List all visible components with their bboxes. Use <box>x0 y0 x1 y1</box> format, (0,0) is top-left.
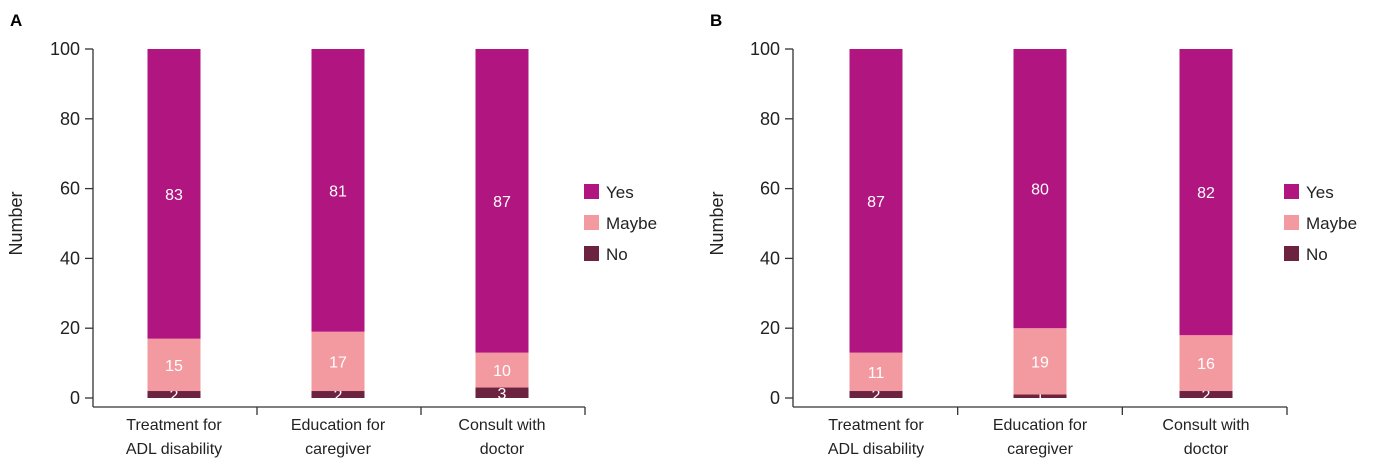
bar-yes-2 <box>311 49 365 332</box>
legend-label-maybe: Maybe <box>1306 214 1357 233</box>
data-label-no-1: 2 <box>170 388 179 405</box>
bar-no-2 <box>1013 394 1067 398</box>
x-category-label: Consult with <box>1162 417 1249 434</box>
legend-swatch-no <box>1284 246 1299 261</box>
data-label-yes-3: 82 <box>1197 185 1215 202</box>
data-label-yes-1: 83 <box>165 187 183 204</box>
legend-swatch-maybe <box>1284 215 1299 230</box>
y-tick-label: 40 <box>760 248 780 268</box>
legend-swatch-maybe <box>584 215 599 230</box>
data-label-yes-2: 81 <box>329 183 347 200</box>
x-category-label: Consult with <box>458 417 545 434</box>
bar-yes-2 <box>1013 49 1067 329</box>
x-category-label: Education for <box>993 417 1088 434</box>
bar-yes-3 <box>475 49 529 353</box>
bar-yes-1 <box>147 49 201 339</box>
bar-maybe-3 <box>1179 335 1233 392</box>
x-category-label: Education for <box>291 417 386 434</box>
y-tick-label: 40 <box>60 248 80 268</box>
y-tick-label: 60 <box>760 179 780 199</box>
y-axis-label: Number <box>6 191 26 255</box>
bar-yes-3 <box>1179 49 1233 336</box>
bar-maybe-2 <box>1013 328 1067 395</box>
bar-maybe-2 <box>311 331 365 392</box>
data-label-maybe-2: 17 <box>329 354 347 371</box>
y-tick-label: 20 <box>760 318 780 338</box>
data-label-yes-3: 87 <box>493 194 511 211</box>
chart-panel-a: A Number 0 20 40 60 80 100 2 15 83 Treatment for ADL… <box>6 11 657 458</box>
x-category-label: doctor <box>1184 441 1229 458</box>
y-tick-label: 100 <box>750 39 780 59</box>
data-label-maybe-2: 19 <box>1031 354 1049 371</box>
data-label-maybe-1: 15 <box>165 358 183 375</box>
data-label-no-3: 2 <box>1202 388 1211 405</box>
y-tick-label: 0 <box>770 388 780 408</box>
y-tick-label: 80 <box>760 109 780 129</box>
legend-label-maybe: Maybe <box>606 214 657 233</box>
x-category-label: Treatment for <box>828 417 924 434</box>
x-category-label: caregiver <box>1007 441 1073 458</box>
data-label-no-2: 2 <box>334 388 343 405</box>
bar-no-1 <box>849 391 903 398</box>
y-axis-label: Number <box>707 191 727 255</box>
panel-label: B <box>710 11 722 30</box>
bar-no-1 <box>147 391 201 398</box>
legend: Yes Maybe No <box>1284 183 1357 264</box>
y-tick-label: 100 <box>50 39 80 59</box>
x-category-label: doctor <box>480 441 525 458</box>
data-label-no-2: 1 <box>1036 389 1045 406</box>
bar-no-3 <box>475 387 529 398</box>
legend-label-yes: Yes <box>606 183 634 202</box>
bar-maybe-3 <box>475 352 529 388</box>
data-label-maybe-1: 11 <box>868 365 885 382</box>
legend-swatch-yes <box>584 184 599 199</box>
x-category-label: Treatment for <box>126 417 222 434</box>
chart-panel-b: B Number 0 20 40 60 80 100 2 11 87 Treatment for ADL… <box>707 11 1357 458</box>
x-category-label: caregiver <box>305 441 371 458</box>
legend-swatch-no <box>584 246 599 261</box>
panel-label: A <box>10 11 22 30</box>
legend-label-yes: Yes <box>1306 183 1334 202</box>
bar-maybe-1 <box>849 352 903 392</box>
x-category-label: ADL disability <box>126 441 222 458</box>
data-label-yes-2: 80 <box>1031 182 1049 199</box>
data-label-maybe-3: 16 <box>1197 356 1215 373</box>
y-tick-label: 80 <box>60 109 80 129</box>
y-tick-label: 60 <box>60 179 80 199</box>
bar-no-3 <box>1179 391 1233 398</box>
x-category-label: ADL disability <box>828 441 924 458</box>
data-label-maybe-3: 10 <box>493 363 511 380</box>
bar-yes-1 <box>849 49 903 353</box>
legend-label-no: No <box>606 245 628 264</box>
legend-swatch-yes <box>1284 184 1299 199</box>
data-label-no-1: 2 <box>872 388 881 405</box>
y-tick-label: 20 <box>60 318 80 338</box>
bar-no-2 <box>311 391 365 398</box>
data-label-no-3: 3 <box>498 386 507 403</box>
bar-maybe-1 <box>147 338 201 392</box>
legend: Yes Maybe No <box>584 183 657 264</box>
data-label-yes-1: 87 <box>867 194 885 211</box>
y-tick-label: 0 <box>70 388 80 408</box>
legend-label-no: No <box>1306 245 1328 264</box>
